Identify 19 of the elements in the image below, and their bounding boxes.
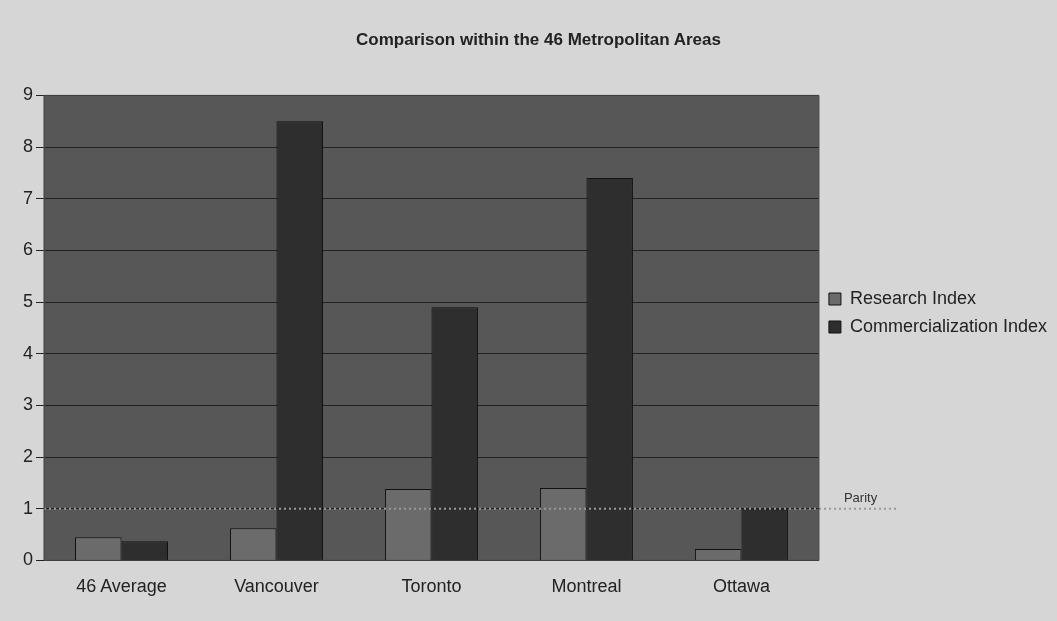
y-tick-label: 3 — [23, 394, 34, 415]
y-tick-label: 9 — [23, 84, 34, 105]
legend-label: Commercialization Index — [849, 315, 1047, 336]
y-tick-label: 1 — [23, 497, 34, 518]
y-tick-label: 5 — [23, 291, 34, 312]
y-tick-label: 0 — [23, 549, 34, 570]
x-tick-label: Vancouver — [234, 576, 319, 597]
y-tick-label: 6 — [23, 239, 34, 260]
x-tick-label: 46 Average — [76, 576, 167, 597]
x-tick-label: Montreal — [551, 576, 622, 597]
x-tick-label: Ottawa — [712, 576, 771, 597]
legend-label: Research Index — [849, 287, 976, 308]
y-tick-label: 7 — [23, 187, 34, 208]
y-tick-label: 4 — [23, 342, 34, 363]
y-tick-label: 8 — [23, 136, 34, 157]
chart-title: Comparison within the 46 Metropolitan Areas — [356, 29, 721, 49]
y-tick-label: 2 — [23, 446, 34, 467]
ref-line-label: Parity — [843, 489, 878, 505]
x-tick-label: Toronto — [401, 576, 462, 597]
